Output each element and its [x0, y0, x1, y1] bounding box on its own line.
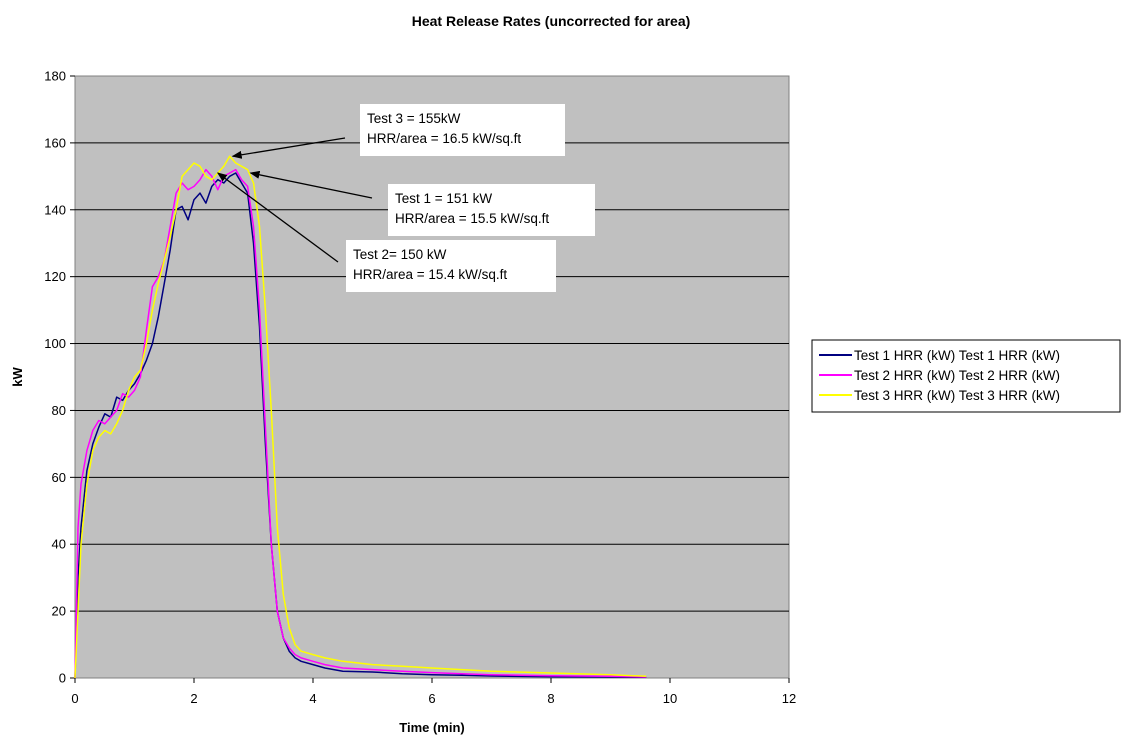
y-tick-label: 180	[44, 69, 66, 84]
annotation-text: HRR/area = 16.5 kW/sq.ft	[367, 131, 521, 146]
x-tick-label: 10	[663, 691, 677, 706]
legend-label: Test 3 HRR (kW) Test 3 HRR (kW)	[854, 388, 1060, 403]
legend-label: Test 1 HRR (kW) Test 1 HRR (kW)	[854, 348, 1060, 363]
x-axis-ticks: 0 2 4 6 8 10 12	[71, 678, 796, 706]
x-tick-label: 12	[782, 691, 796, 706]
x-tick-label: 6	[428, 691, 435, 706]
annotation-box	[388, 184, 595, 236]
y-tick-label: 0	[59, 671, 66, 686]
annotation-text: Test 1 = 151 kW	[395, 191, 492, 206]
x-tick-label: 2	[190, 691, 197, 706]
legend: Test 1 HRR (kW) Test 1 HRR (kW) Test 2 HR…	[819, 348, 1060, 403]
y-tick-label: 120	[44, 269, 66, 284]
annotation-text: HRR/area = 15.5 kW/sq.ft	[395, 211, 549, 226]
y-tick-label: 80	[52, 403, 66, 418]
y-tick-label: 160	[44, 135, 66, 150]
x-axis-title: Time (min)	[399, 720, 465, 735]
y-tick-label: 60	[52, 470, 66, 485]
y-axis-ticks: 0 20 40 60 80 100 120 140 160 180	[44, 69, 75, 686]
y-tick-label: 40	[52, 537, 66, 552]
peak-annotations: Test 3 = 155kW HRR/area = 16.5 kW/sq.ft Te…	[216, 104, 595, 292]
annotation-arrow	[216, 172, 339, 263]
y-tick-label: 140	[44, 202, 66, 217]
annotation-text: HRR/area = 15.4 kW/sq.ft	[353, 267, 507, 282]
series-line-test-2	[74, 168, 647, 679]
y-tick-label: 100	[44, 336, 66, 351]
annotation-arrow	[231, 137, 346, 159]
legend-label: Test 2 HRR (kW) Test 2 HRR (kW)	[854, 368, 1060, 383]
y-tick-label: 20	[52, 604, 66, 619]
legend-box	[811, 339, 1121, 413]
annotation-text: Test 2= 150 kW	[353, 247, 447, 262]
annotation-text: Test 3 = 155kW	[367, 111, 461, 126]
annotation-box	[360, 104, 565, 156]
y-axis-title: kW	[10, 367, 25, 387]
annotation-box	[346, 240, 556, 292]
x-tick-label: 4	[309, 691, 316, 706]
annotation-arrow	[249, 170, 373, 199]
plot-area	[74, 75, 790, 679]
chart-title: Heat Release Rates (uncorrected for area…	[412, 13, 691, 29]
x-tick-label: 8	[547, 691, 554, 706]
x-tick-label: 0	[71, 691, 78, 706]
